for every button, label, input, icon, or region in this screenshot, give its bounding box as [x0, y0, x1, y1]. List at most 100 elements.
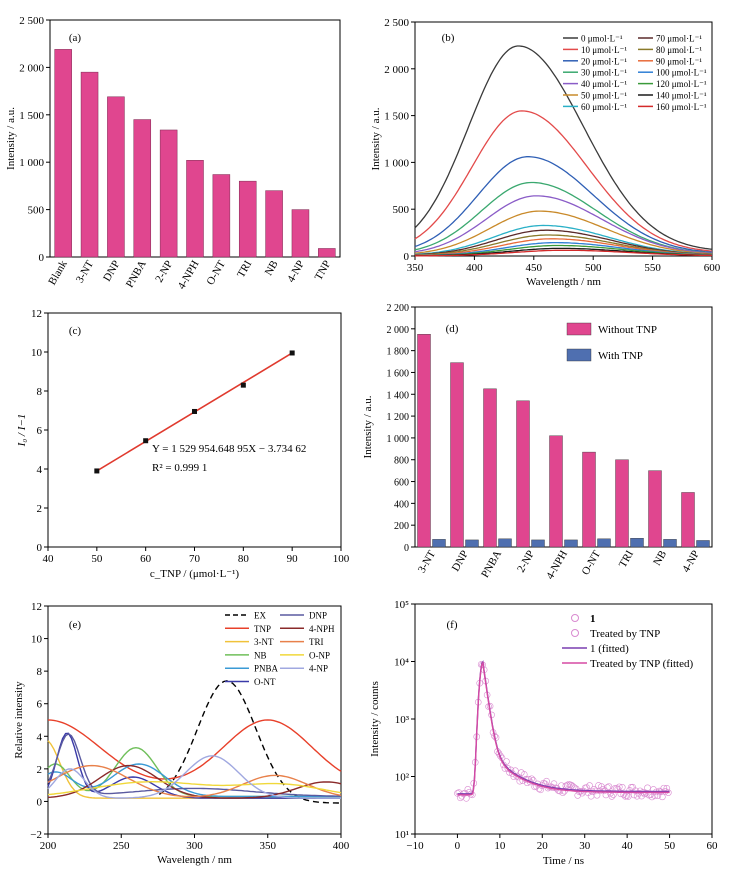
- panel-e-series-line: [47, 732, 342, 797]
- panel-d-bar-without-tnp: [483, 388, 497, 548]
- panel-d-xtick-label: 2-NP: [515, 549, 537, 575]
- panel-e-xtick-label: 200: [40, 840, 57, 852]
- panel-a-bar: [159, 129, 178, 258]
- panel-d-bar-without-tnp: [450, 362, 464, 548]
- panel-c-ylabel: I₀ / I−1: [16, 414, 28, 448]
- panel-d-xtick-label: TRI: [617, 548, 636, 570]
- panel-d-bar-without-tnp: [681, 492, 695, 548]
- panel-f-xtick-label: 30: [579, 840, 591, 852]
- panel-d-bar-without-tnp: [582, 451, 596, 548]
- panel-b-ytick-label: 500: [393, 204, 410, 216]
- panel-c-r2: R² = 0.999 1: [152, 462, 207, 474]
- panel-e-ytick-label: 0: [37, 796, 43, 808]
- panel-d-bar-with-tnp: [465, 539, 479, 548]
- panel-b-tag: (b): [442, 32, 455, 44]
- panel-f-data-point: [457, 794, 464, 802]
- panel-f-data-point: [550, 780, 558, 787]
- panel-d-bar-with-tnp: [630, 538, 644, 548]
- panel-f-data-point: [621, 793, 629, 800]
- panel-d-legend-label: Without TNP: [598, 324, 657, 336]
- panel-b-ytick-label: 2 500: [384, 17, 409, 29]
- panel-e-ytick-label: 8: [37, 666, 43, 678]
- panel-c-xtick-label: 90: [287, 553, 299, 565]
- panel-a-xtick-label: 4-NP: [285, 259, 307, 285]
- panel-f-tag: (f): [447, 619, 458, 631]
- panel-f-data-point: [564, 781, 571, 789]
- panel-a-xtick-label: DNP: [101, 259, 122, 284]
- panel-b-legend-label: 90 μmol·L⁻¹: [656, 56, 702, 66]
- panel-c-xtick-label: 100: [333, 553, 350, 565]
- panel-f-ytick-label: 10³: [395, 714, 410, 726]
- panel-e-legend-label: EX: [254, 611, 266, 621]
- panel-f-xlabel: Time / ns: [543, 855, 584, 867]
- panel-e-ytick-label: 10: [31, 634, 43, 646]
- panel-f-data-point: [537, 786, 544, 794]
- panel-a-xtick-label: TRI: [235, 258, 254, 280]
- panel-d-bar-with-tnp: [663, 539, 677, 548]
- panel-d-legend-swatch: [566, 322, 592, 336]
- panel-f-xtick-label: 0: [455, 840, 461, 852]
- panel-a-ytick-label: 2 500: [19, 15, 44, 27]
- panel-d-ytick-label: 1 000: [387, 434, 410, 445]
- panel-a-xtick-label: 3-NT: [74, 258, 96, 285]
- panel-a-xtick-label: 2-NP: [153, 259, 175, 285]
- panel-d-xtick-label: PNBA: [479, 548, 504, 579]
- panel-b-legend-label: 80 μmol·L⁻¹: [656, 45, 702, 55]
- panel-b-legend-label: 160 μmol·L⁻¹: [656, 102, 707, 112]
- panel-e-series-line: [47, 764, 342, 798]
- panel-c-fit-equation: Y = 1 529 954.648 95X − 3.734 62: [152, 443, 306, 455]
- panel-b-series-line: [414, 195, 713, 254]
- panel-c-ytick-label: 12: [31, 308, 42, 320]
- panel-e-series-line: [47, 719, 342, 780]
- panel-f-data-point: [624, 793, 632, 800]
- panel-d-xtick-label: NB: [651, 549, 669, 568]
- panel-a-bar: [291, 209, 310, 258]
- panel-b-xtick-label: 500: [585, 262, 602, 274]
- panel-e-legend-label: TNP: [254, 624, 271, 634]
- panel-c-ytick-label: 8: [37, 386, 43, 398]
- panel-b-xtick-label: 600: [704, 262, 721, 274]
- panel-f-data-point: [595, 782, 602, 789]
- panel-c-xtick-label: 40: [43, 553, 55, 565]
- panel-c-data-point: [289, 350, 295, 356]
- panel-f-data-point: [503, 758, 510, 765]
- panel-b-ytick-label: 0: [404, 251, 410, 263]
- panel-a-bar: [54, 49, 72, 258]
- panel-e-ytick-label: 2: [37, 764, 43, 776]
- panel-b-ytick-label: 2 000: [384, 64, 409, 76]
- panel-b-frame: [414, 21, 713, 257]
- panel-b-legend-label: 10 μmol·L⁻¹: [581, 45, 627, 55]
- panel-b-legend-label: 60 μmol·L⁻¹: [581, 102, 627, 112]
- panel-d-bar-with-tnp: [564, 539, 578, 548]
- panel-a-ytick-label: 2 000: [19, 62, 44, 74]
- panel-a-ylabel: Intensity / a.u.: [5, 107, 17, 170]
- panel-b-series-line: [414, 210, 713, 255]
- panel-a-xtick-label: PNBA: [124, 258, 149, 289]
- panel-e-xtick-label: 400: [333, 840, 350, 852]
- panel-c-data-point: [240, 382, 246, 388]
- panel-e-legend-label: 4-NPH: [309, 624, 335, 634]
- panel-d-ytick-label: 800: [394, 456, 409, 467]
- panel-e-legend-label: 4-NP: [309, 664, 328, 674]
- panel-b-xtick-label: 550: [644, 262, 661, 274]
- panel-b-legend-label: 20 μmol·L⁻¹: [581, 56, 627, 66]
- panel-e-legend-label: O-NT: [254, 677, 276, 687]
- panel-d-xtick-label: 3-NT: [416, 548, 438, 575]
- panel-e-ytick-label: 4: [37, 731, 43, 743]
- panel-d-bar-with-tnp: [531, 539, 545, 548]
- panel-f-data-point: [543, 777, 550, 785]
- panel-e-ytick-label: −2: [30, 829, 42, 841]
- panel-e-xtick-label: 350: [260, 840, 277, 852]
- panel-a-bar: [133, 119, 152, 258]
- panel-b-series-line: [414, 238, 712, 256]
- panel-f-data-point: [504, 765, 512, 772]
- panel-b-legend-label: 120 μmol·L⁻¹: [656, 79, 707, 89]
- panel-d-ytick-label: 2 000: [387, 325, 410, 336]
- panel-a-ytick-label: 0: [39, 252, 45, 264]
- panel-c-ytick-label: 6: [37, 425, 43, 437]
- panel-e-ytick-label: 6: [37, 699, 43, 711]
- panel-b-legend-label: 70 μmol·L⁻¹: [656, 34, 702, 44]
- panel-d-legend-swatch: [566, 348, 592, 362]
- panel-d-ytick-label: 0: [404, 543, 409, 554]
- panel-a-ytick-label: 500: [28, 205, 45, 217]
